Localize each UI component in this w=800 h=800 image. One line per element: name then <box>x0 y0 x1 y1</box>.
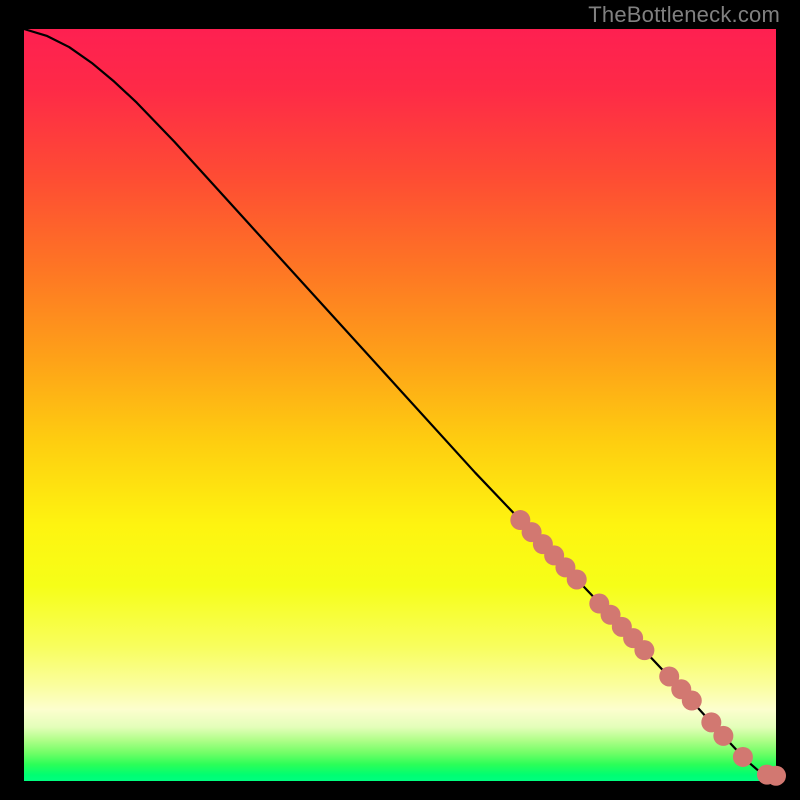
chart-frame: TheBottleneck.com <box>0 0 800 800</box>
data-marker <box>713 726 733 746</box>
gradient-background <box>24 29 776 781</box>
data-marker <box>733 747 753 767</box>
watermark-text: TheBottleneck.com <box>588 2 780 28</box>
data-marker <box>766 766 786 786</box>
data-marker <box>634 640 654 660</box>
bottleneck-chart <box>0 0 800 800</box>
data-marker <box>682 691 702 711</box>
data-marker <box>567 569 587 589</box>
